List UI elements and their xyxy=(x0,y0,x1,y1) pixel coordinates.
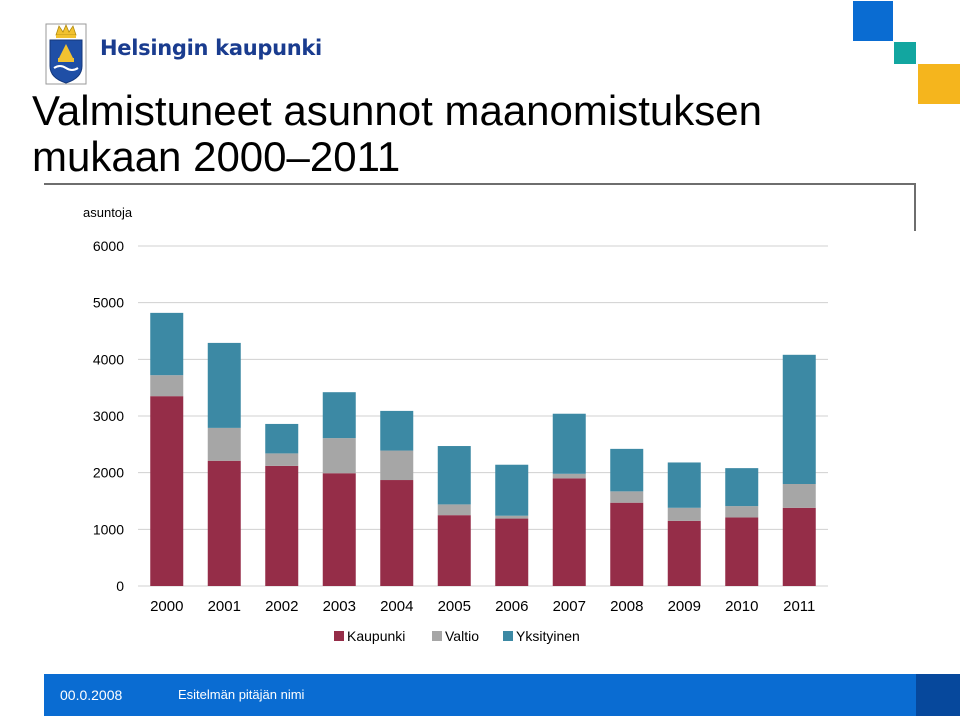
bar-yksityinen-2009 xyxy=(667,462,701,508)
x-tick-label: 2011 xyxy=(783,598,815,615)
title-divider xyxy=(44,183,916,185)
x-tick-label: 2004 xyxy=(380,598,413,615)
bar-yksityinen-2008 xyxy=(610,448,644,492)
bar-kaupunki-2009 xyxy=(667,520,701,586)
bar-kaupunki-2002 xyxy=(265,465,299,586)
y-tick-label: 2000 xyxy=(93,465,124,481)
legend-label-valtio: Valtio xyxy=(445,628,479,644)
footer-bar: 00.0.2008 Esitelmän pitäjän nimi xyxy=(44,674,960,716)
bar-kaupunki-2000 xyxy=(150,396,184,586)
bar-kaupunki-2007 xyxy=(552,478,586,586)
footer-corner-block xyxy=(916,674,960,716)
page-title-line2: mukaan 2000–2011 xyxy=(32,133,401,180)
bar-yksityinen-2002 xyxy=(265,423,299,454)
y-tick-label: 3000 xyxy=(93,408,124,424)
x-tick-label: 2006 xyxy=(495,598,528,615)
legend-label-yksityinen: Yksityinen xyxy=(516,628,580,644)
x-tick-label: 2008 xyxy=(610,598,643,615)
bar-valtio-2005 xyxy=(437,504,471,516)
bar-yksityinen-2006 xyxy=(495,464,529,516)
y-axis-label: asuntoja xyxy=(83,205,133,220)
bar-valtio-2007 xyxy=(552,473,586,479)
page-title-line1: Valmistuneet asunnot maanomistuksen xyxy=(32,87,762,134)
x-tick-label: 2009 xyxy=(668,598,701,615)
bar-yksityinen-2010 xyxy=(725,468,759,507)
bar-kaupunki-2011 xyxy=(782,507,816,586)
legend-swatch-valtio xyxy=(432,631,442,641)
bar-valtio-2006 xyxy=(495,515,529,519)
title-divider-corner xyxy=(914,183,916,231)
x-tick-label: 2007 xyxy=(553,598,586,615)
bar-valtio-2009 xyxy=(667,507,701,521)
y-tick-label: 6000 xyxy=(93,238,124,254)
bar-kaupunki-2008 xyxy=(610,502,644,586)
bar-valtio-2000 xyxy=(150,375,184,397)
bar-kaupunki-2001 xyxy=(207,460,241,586)
bar-kaupunki-2010 xyxy=(725,517,759,586)
x-tick-label: 2010 xyxy=(725,598,758,615)
bar-valtio-2010 xyxy=(725,506,759,518)
bar-yksityinen-2001 xyxy=(207,342,241,428)
bar-valtio-2011 xyxy=(782,484,816,508)
x-tick-label: 2001 xyxy=(208,598,241,615)
deco-square-blue xyxy=(853,1,893,41)
page-title: Valmistuneet asunnot maanomistuksen muka… xyxy=(32,88,762,180)
bar-valtio-2003 xyxy=(322,438,356,474)
bar-valtio-2001 xyxy=(207,427,241,461)
bar-yksityinen-2004 xyxy=(380,410,414,451)
legend-swatch-kaupunki xyxy=(334,631,344,641)
bar-valtio-2002 xyxy=(265,453,299,466)
y-tick-label: 4000 xyxy=(93,351,124,367)
y-tick-label: 0 xyxy=(116,578,124,594)
bar-yksityinen-2007 xyxy=(552,413,586,474)
helsinki-coat-of-arms-logo xyxy=(44,22,88,86)
deco-square-teal xyxy=(894,42,916,64)
legend-label-kaupunki: Kaupunki xyxy=(347,628,405,644)
legend-swatch-yksityinen xyxy=(503,631,513,641)
x-tick-label: 2002 xyxy=(265,598,298,615)
brand-name: Helsingin kaupunki xyxy=(100,36,322,60)
bar-yksityinen-2003 xyxy=(322,392,356,439)
bar-yksityinen-2005 xyxy=(437,446,471,505)
footer-presenter-name: Esitelmän pitäjän nimi xyxy=(178,687,305,702)
bar-valtio-2008 xyxy=(610,491,644,503)
y-tick-label: 5000 xyxy=(93,295,124,311)
x-tick-label: 2000 xyxy=(150,598,183,615)
bar-kaupunki-2003 xyxy=(322,473,356,586)
footer-date: 00.0.2008 xyxy=(60,687,123,703)
x-tick-label: 2003 xyxy=(323,598,356,615)
deco-square-yellow xyxy=(918,64,960,104)
bar-yksityinen-2011 xyxy=(782,354,816,484)
bar-kaupunki-2005 xyxy=(437,515,471,586)
bar-yksityinen-2000 xyxy=(150,312,184,376)
y-tick-label: 1000 xyxy=(93,521,124,537)
bar-valtio-2004 xyxy=(380,450,414,481)
bar-kaupunki-2006 xyxy=(495,518,529,586)
x-tick-label: 2005 xyxy=(438,598,471,615)
bar-kaupunki-2004 xyxy=(380,480,414,586)
